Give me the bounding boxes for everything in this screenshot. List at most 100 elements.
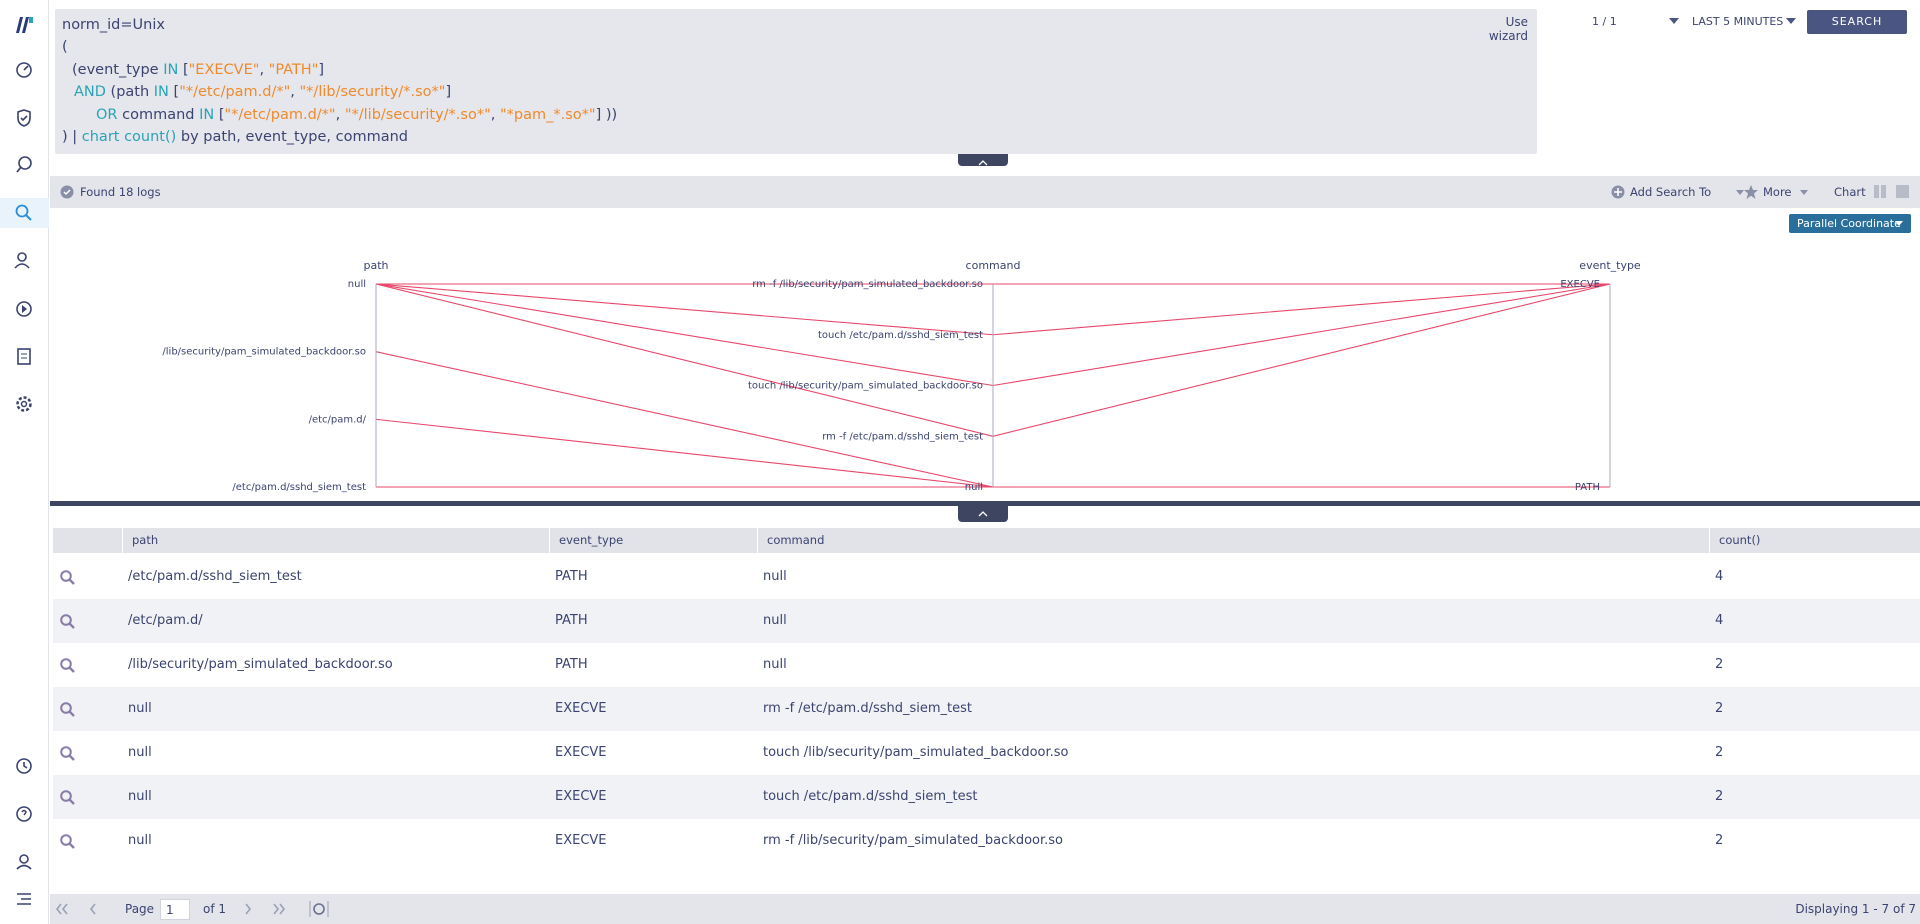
investigate-icon[interactable] [10,151,38,179]
row-search-icon[interactable] [59,745,77,763]
collapse-tab[interactable] [958,506,1008,522]
table-cell: /etc/pam.d/sshd_siem_test [128,569,302,584]
clock-icon[interactable] [10,752,38,780]
play-icon[interactable] [10,295,38,323]
table-cell: touch /etc/pam.d/sshd_siem_test [763,789,978,804]
dashboard-icon[interactable] [10,56,38,84]
query-box[interactable]: norm_id=Unix ( (event_type IN ["EXECVE",… [55,9,1537,154]
row-search-icon[interactable] [59,657,77,675]
axis-title: command [966,259,1021,272]
check-icon [60,185,74,199]
chart-type: Parallel Coordinate [1797,217,1901,230]
axis-category: /etc/pam.d/ [309,414,367,425]
add-search-to[interactable]: Add Search To [1630,185,1712,199]
query-token: "EXECVE" [188,61,260,78]
table-cell: 4 [1715,569,1724,584]
page-input[interactable]: 1 [160,899,190,920]
more[interactable]: More [1763,185,1792,199]
page-counter: 1 / 1 [1592,15,1617,28]
query-token: ) | [62,128,82,145]
query-token: [ [168,84,180,101]
table-cell: null [763,613,787,628]
settings-icon[interactable] [10,390,38,418]
table-cell: rm -f /lib/security/pam_simulated_backdo… [763,833,1063,848]
query-token: norm_id=Unix [62,17,165,33]
chart-type-select[interactable]: Parallel Coordinate [1789,214,1911,233]
icon-part [68,666,75,673]
axis-category: /etc/pam.d/sshd_siem_test [232,482,366,493]
column-header: count() [1709,528,1920,553]
table-cell: 4 [1715,613,1724,628]
splitter[interactable] [50,501,1920,506]
icon-part [68,578,75,585]
search-icon[interactable] [10,199,38,227]
caret [1895,221,1903,226]
page-of: of 1 [203,902,227,916]
shield-icon[interactable] [10,104,38,132]
query-line: norm_id=Unix [62,14,1530,36]
chevron [978,511,988,517]
menu-icon[interactable] [10,885,38,913]
layout-icons[interactable] [1874,185,1910,199]
use-wizard[interactable]: Use wizard [1488,15,1528,43]
column-header: event_type [549,528,757,553]
caret[interactable] [1785,17,1797,25]
caret[interactable] [1668,17,1680,25]
table-cell: null [128,833,152,848]
row-search-icon[interactable] [59,701,77,719]
active-nav [0,198,49,228]
pager: Page 1 of 1 Displaying 1 - 7 of 7 [50,894,1920,924]
row-search-icon[interactable] [59,613,77,631]
row-search-icon[interactable] [59,569,77,587]
users-icon[interactable] [10,247,38,275]
table-cell: 2 [1715,789,1724,804]
time-range[interactable]: LAST 5 MINUTES [1692,15,1784,28]
axis-category: /lib/security/pam_simulated_backdoor.so [162,347,366,358]
query-token: , [290,84,300,101]
row-search-icon[interactable] [59,789,77,807]
column-header: path [122,528,549,553]
query-line: OR command IN ["*/etc/pam.d/*", "*/lib/s… [62,104,1530,126]
query-token: [ [178,61,189,78]
icon-part [68,798,75,805]
pager-nav-next[interactable] [240,901,350,917]
table-row: /lib/security/pam_simulated_backdoor.so P… [53,643,1920,687]
caret[interactable] [1735,189,1745,196]
caret[interactable] [1799,189,1809,196]
table-row: null EXECVE rm -f /etc/pam.d/sshd_siem_tes… [53,687,1920,731]
icon-part [60,746,72,758]
table-cell: null [128,789,152,804]
table-cell: PATH [555,613,588,628]
collapse-tab[interactable] [958,154,1008,166]
table-header: path event_type command count() [53,528,1920,553]
table-cell: null [763,569,787,584]
table-cell: EXECVE [555,833,607,848]
query-token: AND [74,84,106,101]
icon-part [60,658,72,670]
query-token: IN [153,84,169,101]
axis-category: null [348,279,366,290]
pager-nav-first[interactable] [54,901,134,917]
axis-category: rm -f /etc/pam.d/sshd_siem_test [822,431,983,442]
report-icon[interactable] [10,342,38,370]
query-token: command [117,106,200,123]
query-token: "*/lib/security/*.so*" [344,106,491,123]
row-search-icon[interactable] [59,833,77,851]
table-cell: EXECVE [555,701,607,716]
icon-part [68,622,75,629]
help-icon[interactable] [10,800,38,828]
query-token: ( [62,39,68,56]
table-cell: EXECVE [555,745,607,760]
profile-icon[interactable] [10,848,38,876]
query-token: chart count() [81,128,177,145]
query-token: by path, event_type, command [176,128,409,145]
query-token: , [259,61,269,78]
icon-part [68,754,75,761]
table-cell: 2 [1715,833,1724,848]
query-line: ( [62,36,1530,58]
query-token: "*/etc/pam.d/*" [224,106,336,123]
logo[interactable] [10,11,38,39]
search-button[interactable]: SEARCH [1807,10,1907,34]
results-bar: Found 18 logs Add Search To More Chart [50,176,1920,208]
icon-part [60,834,72,846]
